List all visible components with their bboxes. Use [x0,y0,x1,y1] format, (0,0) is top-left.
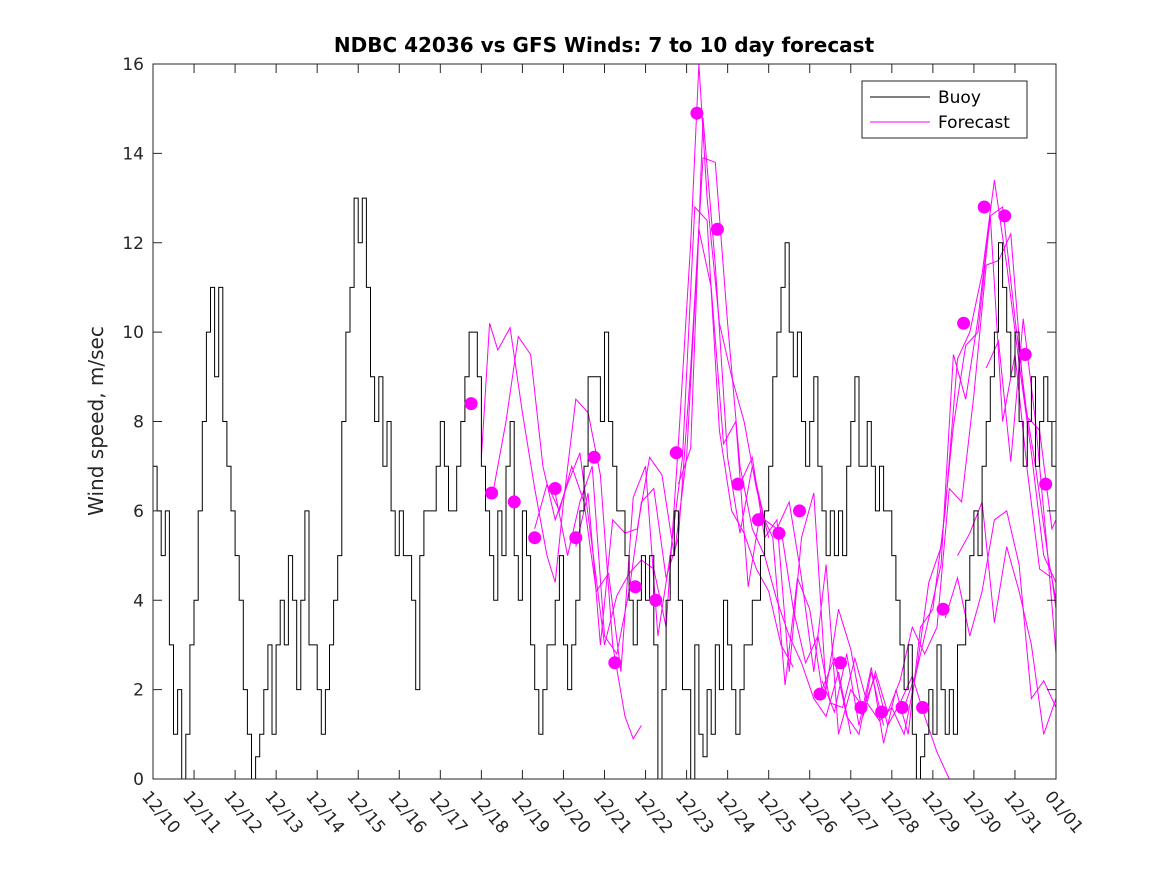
forecast-line-10 [903,215,1057,708]
forecast-marker [875,705,889,719]
y-tick-label: 10 [122,323,144,343]
legend: Buoy Forecast [861,80,1028,139]
forecast-line-13 [985,318,1057,654]
forecast-marker [608,656,622,670]
forecast-marker [998,209,1012,223]
y-tick-label: 14 [122,144,144,164]
buoy-series-group [153,197,1056,780]
forecast-line-3 [534,205,794,672]
chart-title: NDBC 42036 vs GFS Winds: 7 to 10 day for… [334,33,875,57]
forecast-line-1 [480,323,642,740]
legend-forecast-label: Forecast [938,113,1010,133]
legend-box [861,80,1028,139]
forecast-marker [464,397,478,411]
forecast-marker [751,513,765,527]
buoy-line [153,197,1056,780]
forecast-marker [936,602,950,616]
forecast-marker [669,446,683,460]
y-tick-label: 0 [133,770,144,790]
legend-buoy-label: Buoy [938,88,981,108]
forecast-marker [793,504,806,518]
forecast-marker [507,495,521,509]
forecast-line-4 [554,157,852,735]
forecast-marker [569,531,583,545]
forecast-marker [690,106,704,120]
forecast-line-2 [493,63,770,646]
forecast-marker [1039,477,1053,491]
y-tick-label: 2 [133,681,144,701]
forecast-line-6 [677,117,950,780]
forecast-line-8 [780,206,1057,736]
forecast-marker [628,580,642,594]
forecast-marker [587,450,601,464]
y-axis-label: Wind speed, m/sec [84,326,108,516]
forecast-marker [485,486,499,500]
forecast-marker [528,531,542,545]
y-tick-label: 8 [133,413,144,433]
forecast-marker [977,200,991,214]
forecast-line-5 [575,229,885,736]
forecast-marker [710,222,724,236]
forecast-marker [895,701,909,714]
forecast-marker [1018,348,1032,361]
forecast-marker [731,477,745,491]
forecast-line-9 [821,180,1057,744]
forecast-marker [854,701,868,714]
forecast-marker [916,701,930,714]
forecast-marker [649,593,663,607]
forecast-series-group [480,63,1057,780]
forecast-marker [772,526,786,540]
forecast-marker [548,482,562,495]
forecast-marker [834,656,847,670]
forecast-markers-group [464,106,1053,719]
y-tick-label: 12 [122,234,144,254]
forecast-marker [957,316,971,330]
y-tick-label: 16 [122,55,144,75]
forecast-marker [813,687,827,701]
y-tick-label: 4 [133,591,144,611]
y-tick-label: 6 [133,502,144,522]
